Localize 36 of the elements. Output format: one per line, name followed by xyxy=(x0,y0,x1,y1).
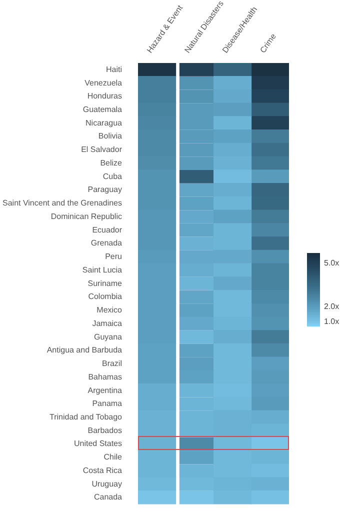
y-tick-label: Antigua and Barbuda xyxy=(46,346,123,355)
color-bar-label: 5.0x xyxy=(324,258,340,268)
y-tick-label: Jamaica xyxy=(92,318,123,328)
y-tick-label: Colombia xyxy=(88,292,123,302)
y-tick-label: Saint Lucia xyxy=(82,265,123,274)
y-tick-label: Cuba xyxy=(102,172,123,181)
y-tick-label: Haiti xyxy=(106,64,122,74)
y-tick-label: Saint Vincent and the Grenadines xyxy=(2,198,122,208)
y-tick-label: Guyana xyxy=(94,332,123,342)
y-tick-label: Canada xyxy=(94,492,123,502)
y-tick-label: Suriname xyxy=(88,278,123,288)
y-tick-label: Argentina xyxy=(88,386,123,395)
y-tick-label: Brazil xyxy=(102,359,122,368)
y-tick-label: Paraguay xyxy=(88,185,122,194)
y-tick-label: Guatemala xyxy=(82,104,123,114)
y-tick-label: United States xyxy=(74,439,122,448)
y-tick-label: Mexico xyxy=(96,306,123,315)
y-tick-label: El Salvador xyxy=(81,145,122,154)
y-tick-label: Costa Rica xyxy=(82,466,123,475)
y-tick-label: Bahamas xyxy=(88,372,122,382)
y-tick-label: Honduras xyxy=(87,92,122,101)
y-tick-label: Venezuela xyxy=(84,78,123,88)
color-bar-label: 2.0x xyxy=(324,302,340,312)
y-tick-label: Trinidad and Tobago xyxy=(50,412,123,422)
y-tick-label: Nicaragua xyxy=(86,118,123,128)
y-tick-label: Peru xyxy=(105,252,122,262)
y-tick-label: Panama xyxy=(92,399,123,408)
y-tick-label: Barbados xyxy=(88,426,122,435)
y-tick-label: Ecuador xyxy=(92,225,122,234)
y-tick-label: Grenada xyxy=(90,238,123,248)
y-tick-label: Bolivia xyxy=(98,132,123,141)
y-tick-label: Uruguay xyxy=(92,479,122,488)
y-tick-label: Dominican Republic xyxy=(50,212,122,221)
y-tick-label: Chile xyxy=(104,452,123,462)
color-bar-label: 1.0x xyxy=(324,316,340,326)
y-tick-label: Belize xyxy=(100,158,123,168)
